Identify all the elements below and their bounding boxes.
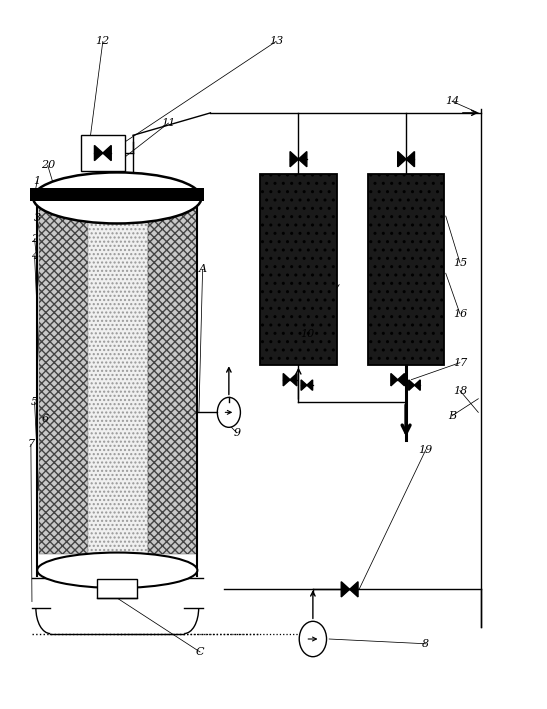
Text: 3: 3 bbox=[33, 213, 41, 223]
Text: 4: 4 bbox=[31, 251, 38, 261]
Text: 8: 8 bbox=[422, 639, 429, 649]
Text: 1: 1 bbox=[33, 176, 41, 186]
Text: 13: 13 bbox=[269, 36, 283, 46]
Text: 16: 16 bbox=[453, 308, 467, 318]
Ellipse shape bbox=[33, 172, 201, 223]
Bar bbox=[88, 201, 148, 554]
Bar bbox=[148, 201, 197, 554]
Text: 18: 18 bbox=[453, 386, 467, 396]
Text: 20: 20 bbox=[40, 160, 55, 170]
Polygon shape bbox=[299, 152, 307, 167]
Polygon shape bbox=[301, 380, 307, 391]
Polygon shape bbox=[341, 581, 350, 597]
Polygon shape bbox=[95, 145, 103, 161]
Text: A: A bbox=[199, 264, 207, 274]
Text: 7: 7 bbox=[27, 440, 34, 450]
Text: C: C bbox=[196, 647, 204, 657]
Polygon shape bbox=[409, 380, 415, 391]
Polygon shape bbox=[391, 374, 398, 386]
Text: 14: 14 bbox=[445, 96, 459, 106]
Polygon shape bbox=[283, 374, 290, 386]
Polygon shape bbox=[398, 152, 406, 167]
Polygon shape bbox=[406, 152, 415, 167]
Text: B: B bbox=[448, 411, 456, 420]
Polygon shape bbox=[290, 152, 299, 167]
Text: 17: 17 bbox=[453, 357, 467, 368]
Bar bbox=[260, 174, 336, 364]
Bar bbox=[31, 189, 204, 201]
Text: 5: 5 bbox=[31, 397, 38, 407]
Polygon shape bbox=[398, 374, 405, 386]
Text: 19: 19 bbox=[418, 445, 433, 454]
Text: 12: 12 bbox=[96, 36, 110, 46]
Text: 10: 10 bbox=[300, 329, 315, 339]
Text: 6: 6 bbox=[42, 414, 49, 424]
Polygon shape bbox=[103, 145, 111, 161]
Bar bbox=[368, 174, 444, 364]
Bar bbox=[80, 135, 125, 171]
Bar bbox=[97, 579, 137, 598]
Polygon shape bbox=[350, 581, 358, 597]
Text: 9: 9 bbox=[233, 428, 240, 437]
Ellipse shape bbox=[37, 552, 197, 588]
Text: 2: 2 bbox=[31, 234, 38, 244]
Text: 15: 15 bbox=[453, 257, 467, 267]
Polygon shape bbox=[307, 380, 313, 391]
Polygon shape bbox=[290, 374, 297, 386]
Text: 11: 11 bbox=[161, 118, 176, 128]
Ellipse shape bbox=[39, 555, 195, 585]
Bar bbox=[39, 201, 88, 554]
Polygon shape bbox=[415, 380, 420, 391]
